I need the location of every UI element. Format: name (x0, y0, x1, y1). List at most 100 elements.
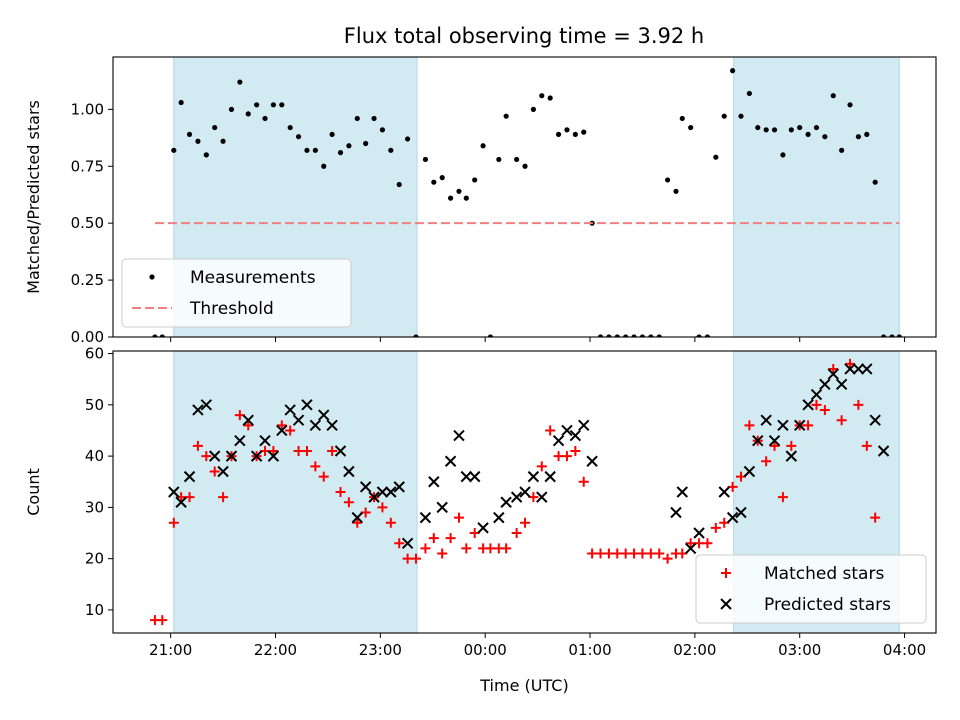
matched-stars-point (377, 502, 388, 513)
measurements-point (178, 99, 184, 106)
legend: Matched stars Predicted stars (695, 554, 927, 624)
predicted-stars-point (436, 501, 448, 514)
matched-stars-point (587, 548, 598, 559)
matched-stars-point (485, 543, 496, 554)
measurements-point (755, 124, 761, 131)
matched-stars-point (803, 420, 814, 431)
measurements-point (159, 334, 165, 337)
predicted-stars-point (578, 419, 590, 432)
matched-stars-point (343, 497, 354, 508)
measurements-point (847, 102, 853, 108)
measurements-point (254, 102, 260, 108)
matched-stars-point (744, 420, 755, 431)
y-axis-label: Matched/Predicted stars (24, 100, 43, 294)
matched-stars-point (327, 445, 338, 456)
predicted-stars-point (318, 409, 330, 421)
measurements-point (788, 127, 794, 133)
matched-stars-point (811, 399, 822, 410)
predicted-stars-point (768, 435, 781, 447)
predicted-stars-point (676, 486, 688, 498)
matched-stars-point (157, 615, 168, 626)
measurements-point (171, 147, 177, 153)
matched-stars-point (719, 517, 730, 528)
measurements-point (337, 150, 344, 156)
measurements-point (487, 334, 494, 337)
matched-stars-point (654, 548, 665, 559)
chart-title: Flux total observing time = 3.92 h (344, 24, 704, 48)
x-tick-label: 00:00 (464, 641, 507, 659)
matched-stars-point (553, 451, 564, 462)
matched-stars-point (578, 476, 589, 487)
measurements-point (872, 179, 878, 185)
matched-stars-point (428, 533, 439, 544)
predicted-stars-point (183, 470, 196, 483)
matched-stars-point (836, 415, 847, 426)
measurements-point (830, 93, 836, 99)
measurements-point (295, 134, 302, 140)
matched-stars-point (501, 543, 512, 554)
predicted-stars-point (726, 511, 739, 524)
matched-stars-point (853, 399, 864, 410)
y-tick-label: 0.25 (71, 271, 104, 289)
measurements-point (371, 115, 377, 122)
predicted-stars-point (835, 378, 848, 391)
measurements-point (730, 68, 736, 74)
y-tick-label: 50 (85, 396, 104, 414)
matched-stars-point (437, 548, 448, 559)
measurements-point (379, 127, 386, 133)
y-tick-label: 0.75 (71, 157, 104, 175)
matched-stars-point (394, 538, 405, 549)
matched-stars-point (335, 487, 346, 497)
y-tick-label: 20 (85, 550, 104, 568)
matched-stars-point (819, 404, 830, 415)
axes-frame (112, 350, 937, 634)
measurements-point (572, 131, 578, 137)
predicted-stars-point (368, 491, 380, 503)
predicted-stars-point (217, 465, 229, 478)
measurements-point (447, 195, 454, 201)
y-tick-label: 0.00 (71, 328, 104, 346)
measurements-point (746, 90, 752, 97)
predicted-stars-point (493, 511, 505, 524)
measurements-point (304, 147, 310, 153)
measurements-point (346, 143, 352, 149)
predicted-stars-point (419, 511, 432, 524)
predicted-stars-point (428, 476, 440, 488)
predicted-stars-point (401, 537, 414, 549)
predicted-stars-point (861, 363, 873, 375)
predicted-stars-point (376, 486, 389, 498)
predicted-stars-point (385, 486, 397, 498)
measurements-point (354, 115, 360, 122)
measurements-point (363, 140, 369, 147)
predicted-stars-point (561, 424, 573, 437)
predicted-stars-point (869, 414, 881, 426)
predicted-stars-point (777, 419, 789, 432)
predicted-stars-point (735, 506, 747, 519)
predicted-stars-point (586, 455, 598, 467)
predicted-stars-point (250, 450, 263, 462)
y-tick-label: 40 (85, 447, 104, 465)
matched-stars-point (410, 553, 421, 564)
measurements-point (439, 175, 445, 181)
matched-stars-point (352, 517, 363, 528)
measurements-point (503, 113, 509, 119)
predicted-stars-point (351, 511, 363, 524)
predicted-stars-point (359, 481, 372, 493)
x-tick-label: 02:00 (673, 641, 716, 659)
matched-stars-point (685, 538, 696, 549)
measurements-point (673, 188, 679, 194)
y-axis-label: Count (24, 468, 43, 516)
y-tick-label: 30 (85, 498, 104, 516)
x-axis-label: Time (UTC) (479, 676, 568, 695)
legend-box (121, 258, 352, 328)
predicted-stars-point (267, 450, 280, 462)
x-tick-label: 03:00 (778, 641, 821, 659)
predicted-stars-point (200, 399, 213, 411)
predicted-stars-point (552, 435, 565, 447)
predicted-stars-point (301, 399, 313, 411)
measurements-point (780, 152, 786, 158)
matched-stars-point (702, 538, 713, 549)
predicted-stars-point (752, 435, 764, 447)
measurements-point (688, 124, 694, 131)
